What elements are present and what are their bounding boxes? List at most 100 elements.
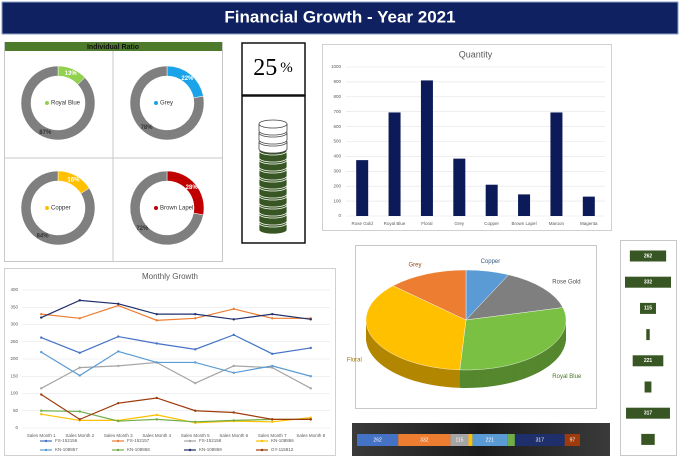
ratio-title: Individual Ratio <box>87 44 139 51</box>
line-point <box>309 418 312 421</box>
value-label: 332 <box>420 437 429 443</box>
stacked-segment <box>564 434 580 446</box>
line-point <box>194 361 197 364</box>
legend-label: FS-152156 <box>55 438 78 443</box>
x-tick-label: Rose Gold <box>352 221 374 226</box>
bar <box>640 302 656 314</box>
donut-label: Copper <box>51 206 71 212</box>
chart-title: Quantity <box>459 49 493 59</box>
line-series <box>41 299 311 320</box>
line-point <box>155 312 158 316</box>
y-tick-label: 0 <box>15 425 18 430</box>
coin-stack-icon <box>258 119 288 235</box>
donut-value-label: 16% <box>67 178 80 184</box>
line-point <box>117 419 120 423</box>
line-point <box>40 413 43 416</box>
line-point <box>271 420 274 423</box>
stacked-segment <box>357 434 399 446</box>
line-point <box>194 381 197 385</box>
coin-top <box>258 119 288 129</box>
line-point <box>232 419 235 422</box>
legend-dot <box>154 206 158 210</box>
y-tick-label: 800 <box>333 94 341 99</box>
y-tick-label: 100 <box>10 391 18 396</box>
y-tick-label: 400 <box>10 287 18 292</box>
legend-label: GY-115812 <box>271 447 294 452</box>
legend-swatch-point <box>260 439 264 443</box>
line-point <box>117 350 120 353</box>
bar <box>626 407 670 419</box>
legend-swatch-point <box>260 448 264 452</box>
legend-swatch-point <box>116 448 120 452</box>
line-point <box>309 387 312 390</box>
kpi-box <box>241 42 306 96</box>
donut-label: Brown Lapel <box>160 206 193 212</box>
line-series <box>40 394 311 421</box>
pie-slice <box>459 307 567 371</box>
y-tick-label: 200 <box>10 356 18 361</box>
value-label: 221 <box>644 358 653 364</box>
pie-label: Floral <box>347 358 362 364</box>
kpi: 25% <box>253 55 293 81</box>
bar <box>625 276 671 288</box>
line-point <box>271 366 274 369</box>
line-point <box>194 420 197 423</box>
bar <box>582 196 595 216</box>
y-tick-label: 150 <box>10 373 18 378</box>
line-point <box>271 418 274 421</box>
value-label: 262 <box>373 437 382 443</box>
pie-slice <box>392 269 467 321</box>
line-point <box>40 409 43 412</box>
y-tick-label: 0 <box>338 213 341 218</box>
donut-segment <box>20 170 96 246</box>
stacked-segment <box>450 434 469 446</box>
bar <box>453 158 466 216</box>
line-point <box>194 348 197 351</box>
x-tick-label: Sales Month 6 <box>219 433 248 438</box>
x-tick-label: Sales Month 5 <box>181 433 210 438</box>
title-bar <box>1 1 679 35</box>
y-tick-label: 100 <box>333 198 341 203</box>
line-series <box>41 304 311 321</box>
line-point <box>194 317 197 320</box>
line-series <box>41 410 311 423</box>
bar <box>518 194 531 216</box>
line-point <box>155 319 158 322</box>
y-tick-label: 700 <box>333 109 341 114</box>
y-tick-label: 250 <box>10 339 18 344</box>
line-point <box>117 401 120 405</box>
donut-label: Grey <box>160 101 173 107</box>
donut-label: Royal Blue <box>51 101 81 107</box>
legend-dot <box>45 101 49 105</box>
line-point <box>40 387 43 390</box>
bar <box>388 112 401 216</box>
ratio-header <box>5 42 222 51</box>
line-point <box>155 342 158 345</box>
donut-segment <box>20 65 96 141</box>
donut-value-label: 84% <box>37 234 50 240</box>
bar <box>356 160 369 216</box>
value-label: 97 <box>570 437 576 443</box>
stacked-segment <box>514 434 565 446</box>
chart-title: Monthly Growth <box>142 272 198 281</box>
line-point <box>117 335 120 338</box>
x-tick-label: Copper <box>484 221 499 226</box>
donut-value-label: 28% <box>186 185 199 191</box>
y-tick-label: 500 <box>333 139 341 144</box>
line-point <box>78 351 81 354</box>
line-point <box>40 336 43 339</box>
x-tick-label: Maroon <box>549 221 565 226</box>
x-tick-label: Sales Month 2 <box>65 433 94 438</box>
x-tick-label: Brown Lapel <box>512 221 537 226</box>
x-tick-label: Sales Month 8 <box>296 433 325 438</box>
legend-label: KN-108868 <box>127 447 150 452</box>
line-series <box>40 350 311 377</box>
line-point <box>155 418 158 421</box>
line-point <box>309 346 312 350</box>
bar <box>644 381 652 393</box>
line-point <box>155 396 158 400</box>
x-tick-label: Sales Month 7 <box>258 433 287 438</box>
x-tick-label: Grey <box>454 221 465 226</box>
line-point <box>78 366 81 369</box>
